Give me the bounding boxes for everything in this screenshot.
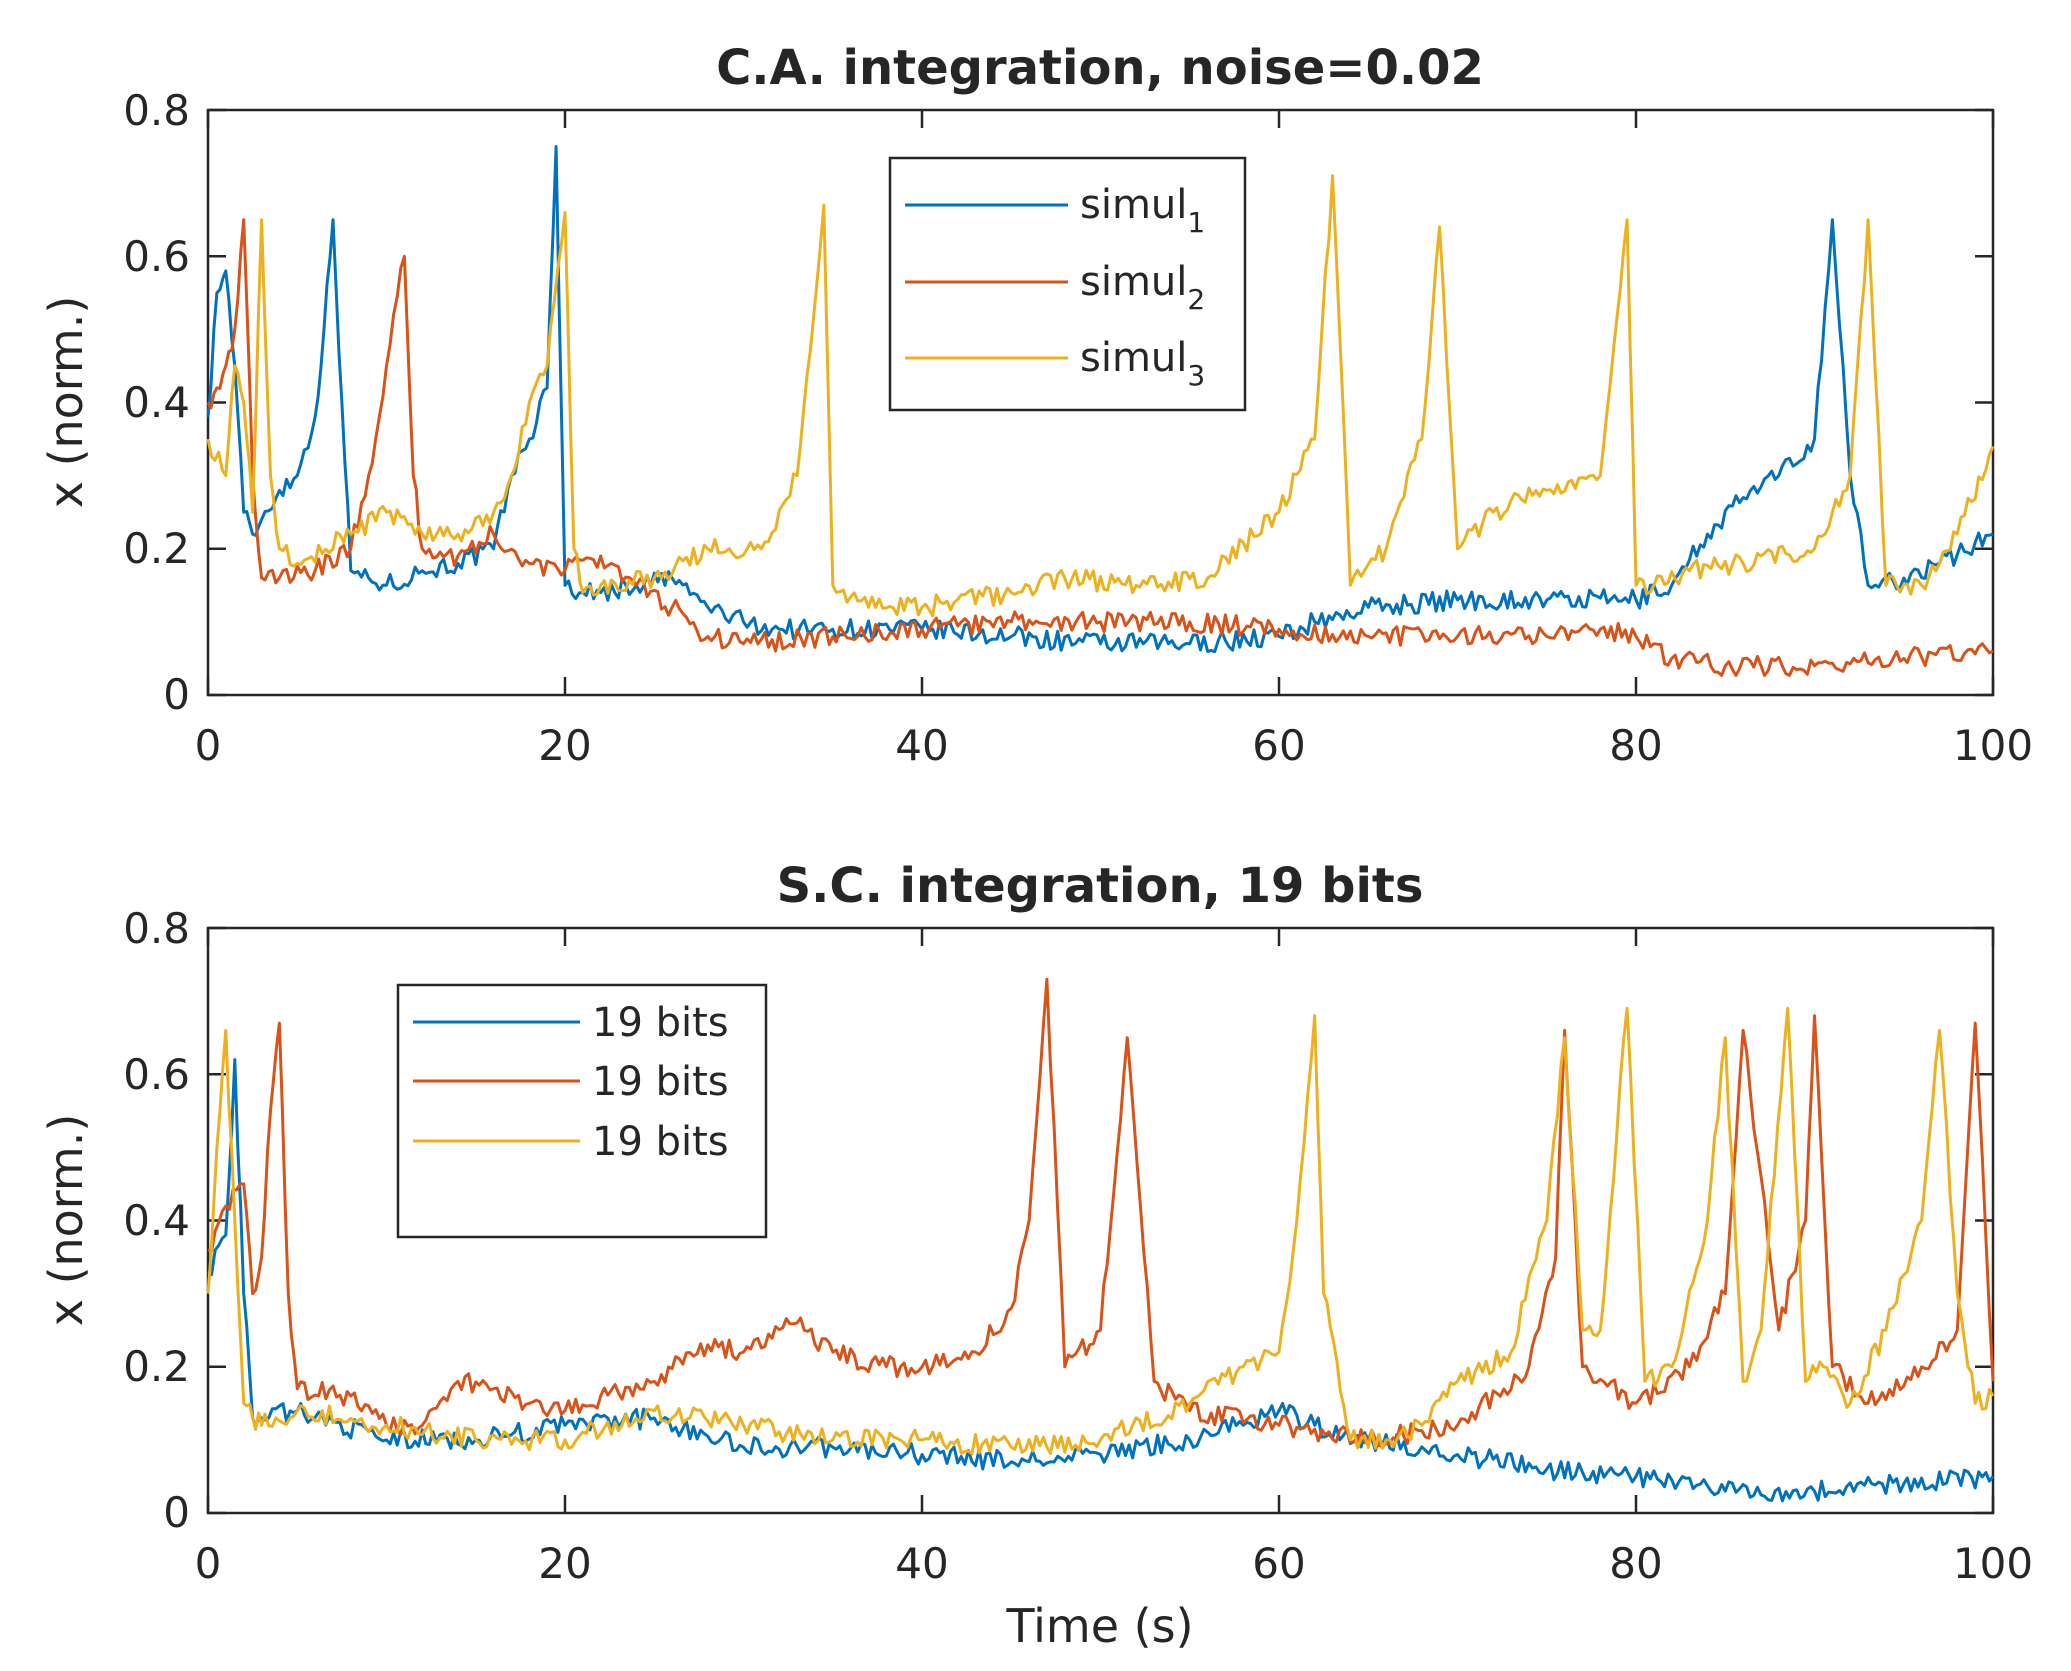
series-line-top-1 (206, 145, 1994, 654)
x-axis-label-bottom: Time (s) (1005, 1599, 1193, 1653)
series-line-bottom-2 (207, 977, 1995, 1448)
legend-label-simul1: simul1 (1080, 182, 1205, 239)
series-line-bottom-1 (207, 1058, 1995, 1503)
series-group-top (206, 145, 1995, 677)
x-tick-label: 100 (1953, 721, 2033, 770)
x-tick-label: 80 (1609, 721, 1662, 770)
x-tick-label: 60 (1252, 1539, 1305, 1588)
legend-label-series1: 19 bits (592, 1000, 729, 1046)
legend-label-simul2: simul2 (1080, 259, 1205, 316)
x-tick-label: 40 (895, 1539, 948, 1588)
x-tick-label: 20 (538, 721, 591, 770)
legend-box (396, 983, 768, 1239)
x-tick-label: 60 (1252, 721, 1305, 770)
x-tick-label: 0 (195, 1539, 222, 1588)
legend-label-series2: 19 bits (592, 1059, 729, 1105)
x-tick-label: 80 (1609, 1539, 1662, 1588)
y-tick-label: 0.6 (123, 232, 190, 281)
x-tick-labels-top: 0 20 40 60 80 100 (195, 721, 2033, 770)
gridticks-top (206, 108, 1995, 697)
series-line-bottom-3 (206, 1006, 1995, 1456)
panel-top: C.A. integration, noise=0.02 x (norm.) 0… (39, 40, 2033, 770)
panel-bottom: S.C. integration, 19 bits x (norm.) Time… (39, 858, 2033, 1653)
y-axis-label-bottom: x (norm.) (39, 1114, 93, 1327)
y-tick-label: 0.8 (123, 904, 190, 953)
chart-title-bottom: S.C. integration, 19 bits (777, 858, 1424, 914)
y-tick-label: 0 (163, 1488, 190, 1537)
legend-box (888, 156, 1247, 412)
x-tick-label: 40 (895, 721, 948, 770)
series-line-top-2 (206, 218, 1994, 677)
x-tick-label: 0 (195, 721, 222, 770)
y-axis-label-top: x (norm.) (39, 296, 93, 509)
y-tick-label: 0.2 (123, 524, 190, 573)
series-line-top-3 (206, 174, 1995, 618)
y-tick-label: 0.4 (123, 1196, 190, 1245)
x-tick-label: 100 (1953, 1539, 2033, 1588)
legend-top: simul1 simul2 simul3 (888, 156, 1247, 412)
chart-title-top: C.A. integration, noise=0.02 (716, 40, 1484, 96)
y-tick-label: 0.6 (123, 1050, 190, 1099)
legend-bottom: 19 bits 19 bits 19 bits (396, 983, 768, 1239)
x-tick-labels-bottom: 0 20 40 60 80 100 (195, 1539, 2033, 1588)
y-tick-labels-bottom: 0 0.2 0.4 0.6 0.8 (123, 904, 190, 1537)
y-tick-label: 0 (163, 670, 190, 719)
y-tick-label: 0.2 (123, 1342, 190, 1391)
y-tick-label: 0.4 (123, 378, 190, 427)
y-tick-labels-top: 0 0.2 0.4 0.6 0.8 (123, 86, 190, 719)
legend-label-simul3: simul3 (1080, 335, 1205, 392)
x-tick-label: 20 (538, 1539, 591, 1588)
legend-label-series3: 19 bits (592, 1119, 729, 1165)
series-group-bottom (206, 977, 1995, 1503)
y-tick-label: 0.8 (123, 86, 190, 135)
